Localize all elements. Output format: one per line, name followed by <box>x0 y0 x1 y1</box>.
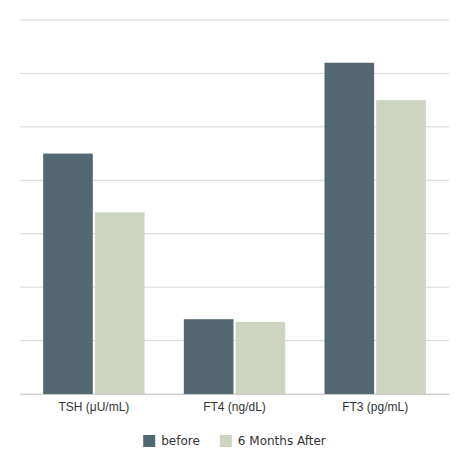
bar <box>324 63 374 394</box>
legend-item: 6 Months After <box>220 434 326 448</box>
chart: TSH (μU/mL) FT4 (ng/dL) FT3 (pg/mL) before 6… <box>0 0 469 469</box>
legend-swatch <box>220 435 232 447</box>
series <box>43 63 374 394</box>
x-axis-line <box>21 394 450 395</box>
legend: before 6 Months After <box>143 434 326 448</box>
bars <box>43 63 426 394</box>
legend-label: 6 Months After <box>238 434 326 448</box>
bar <box>43 154 93 394</box>
x-tick: FT4 (ng/dL) <box>203 394 266 414</box>
x-tick: TSH (μU/mL) <box>58 394 129 414</box>
bar <box>236 322 286 394</box>
x-axis: TSH (μU/mL) FT4 (ng/dL) FT3 (pg/mL) <box>21 394 450 414</box>
series <box>95 100 426 394</box>
bar <box>376 100 426 394</box>
plot: TSH (μU/mL) FT4 (ng/dL) FT3 (pg/mL) <box>20 20 450 414</box>
bar <box>184 319 234 394</box>
x-tick: FT3 (pg/mL) <box>342 394 408 414</box>
bar <box>95 212 145 394</box>
x-tick-label: TSH (μU/mL) <box>58 400 129 414</box>
grid <box>20 20 449 394</box>
x-tick-label: FT4 (ng/dL) <box>203 400 266 414</box>
grid-line <box>20 73 449 74</box>
x-tick-label: FT3 (pg/mL) <box>342 400 408 414</box>
legend-label: before <box>161 434 200 448</box>
legend-swatch <box>143 435 155 447</box>
legend-item: before <box>143 434 200 448</box>
grid-line <box>20 20 449 21</box>
